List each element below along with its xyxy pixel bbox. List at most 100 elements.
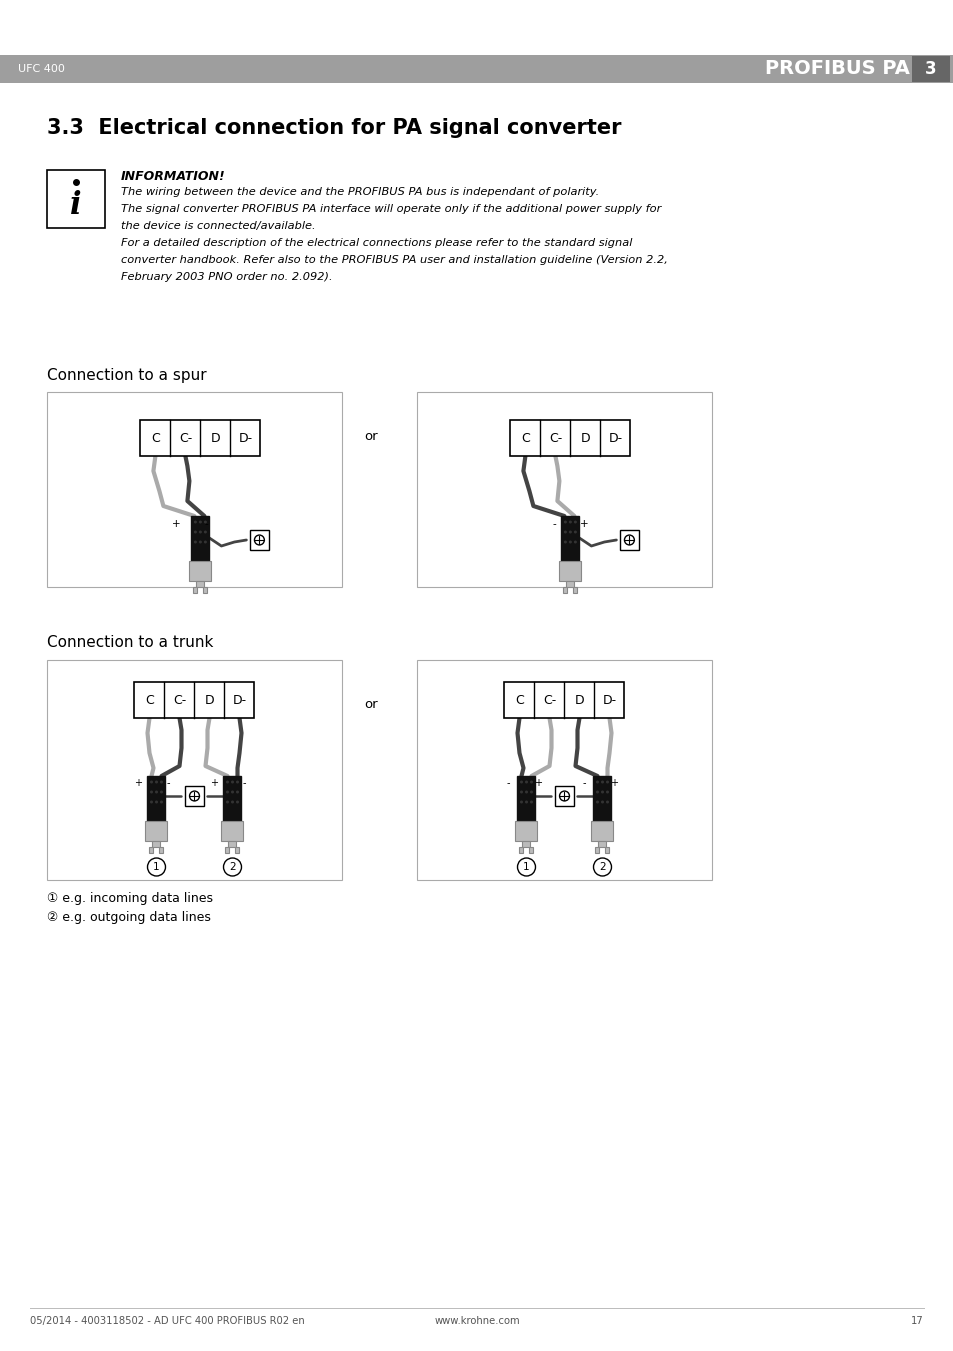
Circle shape [150,790,152,793]
Text: ① e.g. incoming data lines: ① e.g. incoming data lines [47,892,213,905]
Circle shape [524,801,527,804]
Bar [150,847,153,852]
Circle shape [190,792,199,801]
Bar [47,661,341,880]
Text: www.krohne.com: www.krohne.com [434,1316,519,1325]
Bar [619,530,639,550]
Text: -: - [582,778,586,788]
Bar [235,847,239,852]
Circle shape [231,781,233,784]
Circle shape [198,520,202,523]
Bar [196,581,204,586]
Text: C-: C- [542,693,556,707]
Circle shape [559,792,569,801]
Bar [560,516,578,561]
Bar [510,420,630,457]
Circle shape [593,858,611,875]
Circle shape [563,531,566,534]
Bar [566,581,574,586]
Bar [504,682,624,717]
Circle shape [235,790,239,793]
Text: For a detailed description of the electrical connections please refer to the sta: For a detailed description of the electr… [121,238,632,249]
Circle shape [150,801,152,804]
Text: C: C [515,693,523,707]
Circle shape [223,858,241,875]
Text: February 2003 PNO order no. 2.092).: February 2003 PNO order no. 2.092). [121,272,333,282]
Circle shape [596,790,598,793]
Circle shape [235,801,239,804]
Circle shape [517,858,535,875]
Bar [134,682,254,717]
Text: D-: D- [601,693,616,707]
Bar [529,847,533,852]
Text: The signal converter PROFIBUS PA interface will operate only if the additional p: The signal converter PROFIBUS PA interfa… [121,204,660,213]
Circle shape [204,520,207,523]
Text: -: - [204,519,208,530]
Text: D-: D- [608,431,621,444]
Circle shape [568,540,571,543]
Bar [221,821,243,842]
Circle shape [530,781,533,784]
Circle shape [605,781,608,784]
Circle shape [574,540,577,543]
Bar [605,847,609,852]
Circle shape [235,781,239,784]
Text: -: - [506,778,510,788]
Bar [223,775,241,821]
Text: D-: D- [233,693,246,707]
Circle shape [568,531,571,534]
Text: -: - [552,519,556,530]
Bar [250,530,269,550]
Text: D: D [205,693,214,707]
Circle shape [154,801,158,804]
Circle shape [193,520,196,523]
Circle shape [605,801,608,804]
Bar [47,392,341,586]
Circle shape [519,801,522,804]
Circle shape [160,801,163,804]
Text: +: + [211,778,218,788]
Text: i: i [71,190,82,222]
Circle shape [530,790,533,793]
Text: +: + [579,519,588,530]
Circle shape [198,540,202,543]
Bar [515,821,537,842]
Text: D: D [580,431,590,444]
Bar [152,842,160,847]
Bar [598,842,606,847]
Circle shape [563,520,566,523]
Circle shape [596,781,598,784]
Text: C: C [151,431,159,444]
Text: the device is connected/available.: the device is connected/available. [121,222,315,231]
Circle shape [148,858,165,875]
Bar [554,786,574,805]
Bar [193,586,197,593]
Circle shape [524,790,527,793]
Circle shape [160,790,163,793]
Text: 2: 2 [598,862,605,871]
Text: C-: C- [178,431,192,444]
Bar [595,847,598,852]
Circle shape [600,790,603,793]
Bar [517,775,535,821]
Bar [229,842,236,847]
Circle shape [204,531,207,534]
Text: D: D [211,431,220,444]
Circle shape [596,801,598,804]
Bar [203,586,207,593]
Circle shape [568,520,571,523]
Text: 2: 2 [229,862,235,871]
Circle shape [231,790,233,793]
Bar [522,842,530,847]
Circle shape [204,540,207,543]
Circle shape [226,801,229,804]
Text: INFORMATION!: INFORMATION! [121,170,226,182]
Text: D: D [574,693,583,707]
Bar [185,786,204,805]
Bar [190,561,212,581]
Text: or: or [364,698,377,711]
Text: C: C [145,693,153,707]
Circle shape [574,531,577,534]
Circle shape [605,790,608,793]
Circle shape [226,790,229,793]
